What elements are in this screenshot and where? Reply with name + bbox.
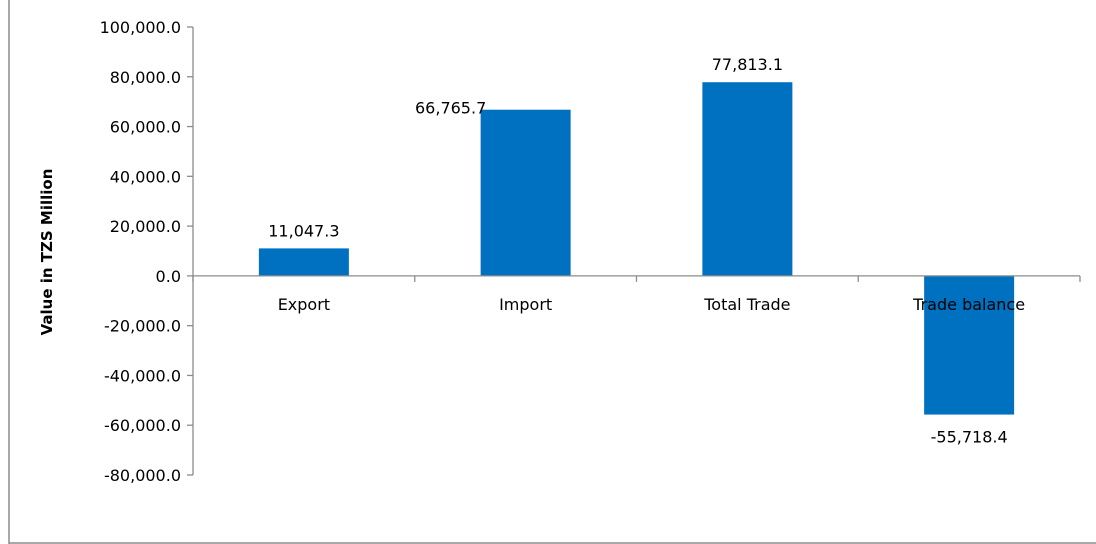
x-axis bbox=[192, 275, 1081, 282]
y-tick-label: -40,000.0 bbox=[104, 366, 181, 385]
y-tick-label: 40,000.0 bbox=[110, 167, 181, 186]
data-label: 11,047.3 bbox=[268, 221, 339, 240]
y-tick-label: 20,000.0 bbox=[110, 217, 181, 236]
bar-trade-balance bbox=[924, 275, 1015, 415]
y-tick-label: 80,000.0 bbox=[110, 68, 181, 87]
data-labels: 11,047.3 66,765.7 77,813.1 -55,718.4 bbox=[268, 55, 1007, 446]
y-tick-label: 100,000.0 bbox=[100, 18, 181, 37]
bars bbox=[258, 82, 1015, 415]
y-tick-label: -80,000.0 bbox=[104, 466, 181, 485]
y-tick-label: -20,000.0 bbox=[104, 317, 181, 336]
bar-export bbox=[258, 248, 349, 276]
y-tick-label: 0.0 bbox=[156, 267, 181, 286]
category-labels: Export Import Total Trade Trade balance bbox=[278, 295, 1025, 314]
data-label: -55,718.4 bbox=[931, 428, 1008, 447]
y-tick-label: -60,000.0 bbox=[104, 416, 181, 435]
y-axis: 100,000.0 80,000.0 60,000.0 40,000.0 20,000.… bbox=[100, 18, 194, 485]
category-label: Total Trade bbox=[703, 295, 790, 314]
data-label: 66,765.7 bbox=[415, 99, 486, 118]
y-tick-label: 60,000.0 bbox=[110, 118, 181, 137]
y-axis-title: Value in TZS Million bbox=[38, 169, 56, 336]
category-label: Export bbox=[278, 295, 330, 314]
data-label: 77,813.1 bbox=[712, 55, 783, 74]
bar-import bbox=[480, 109, 571, 276]
category-label: Import bbox=[499, 295, 552, 314]
bar-total-trade bbox=[702, 82, 793, 276]
category-label: Trade balance bbox=[912, 295, 1025, 314]
